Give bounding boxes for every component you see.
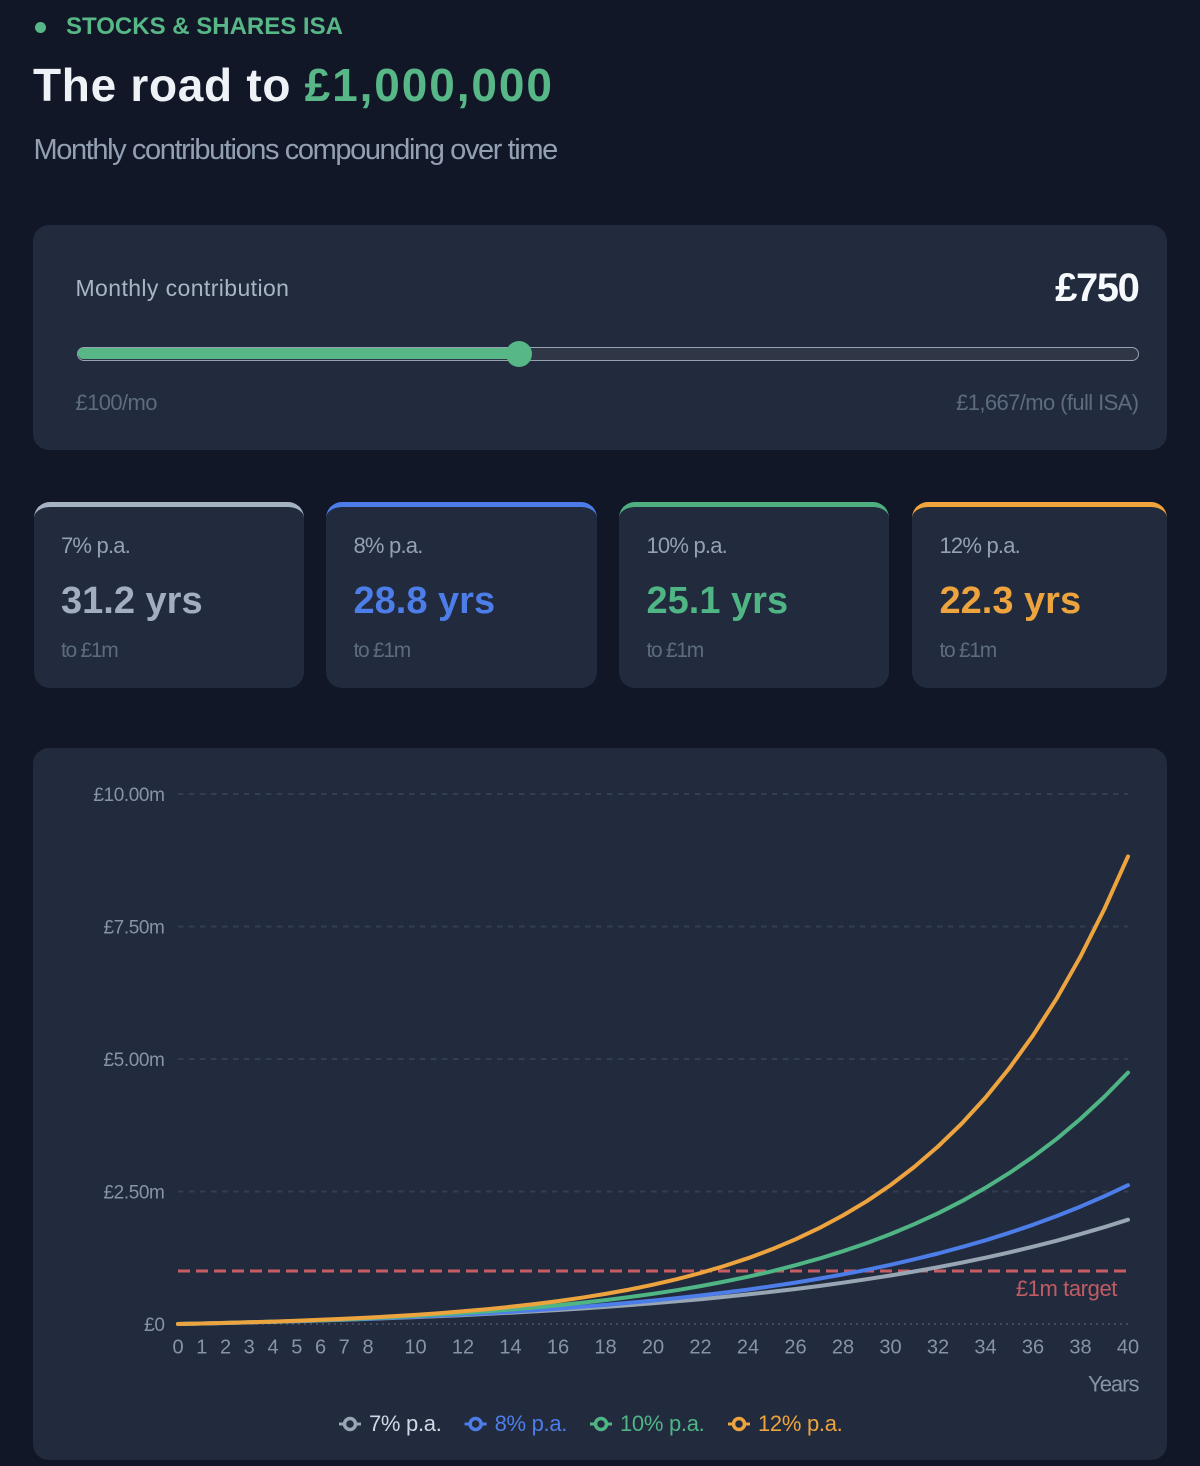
svg-text:18: 18 xyxy=(594,1337,616,1359)
svg-text:12% p.a.: 12% p.a. xyxy=(758,1411,842,1436)
svg-text:34: 34 xyxy=(974,1337,996,1359)
svg-text:6: 6 xyxy=(315,1337,326,1359)
svg-text:24: 24 xyxy=(737,1337,759,1359)
svg-text:32: 32 xyxy=(927,1337,949,1359)
svg-text:30: 30 xyxy=(879,1337,901,1359)
svg-text:26: 26 xyxy=(784,1337,806,1359)
svg-text:2: 2 xyxy=(220,1337,231,1359)
svg-text:36: 36 xyxy=(1022,1337,1044,1359)
svg-text:£2.50m: £2.50m xyxy=(104,1183,165,1204)
svg-text:0: 0 xyxy=(172,1337,183,1359)
svg-text:Years: Years xyxy=(1088,1372,1139,1397)
svg-text:14: 14 xyxy=(499,1337,521,1359)
svg-text:8% p.a.: 8% p.a. xyxy=(495,1411,568,1436)
svg-text:10% p.a.: 10% p.a. xyxy=(620,1411,704,1436)
svg-text:10: 10 xyxy=(404,1337,426,1359)
svg-text:7% p.a.: 7% p.a. xyxy=(369,1411,442,1436)
svg-text:1: 1 xyxy=(196,1337,207,1359)
svg-text:7: 7 xyxy=(339,1337,350,1359)
svg-text:£1m target: £1m target xyxy=(1016,1276,1117,1301)
svg-text:£0: £0 xyxy=(144,1315,164,1336)
svg-text:12: 12 xyxy=(452,1337,474,1359)
svg-text:38: 38 xyxy=(1069,1337,1091,1359)
svg-text:28: 28 xyxy=(832,1337,854,1359)
svg-text:3: 3 xyxy=(244,1337,255,1359)
svg-text:5: 5 xyxy=(291,1337,302,1359)
svg-text:8: 8 xyxy=(362,1337,373,1359)
svg-text:22: 22 xyxy=(689,1337,711,1359)
svg-text:16: 16 xyxy=(547,1337,569,1359)
svg-text:£5.00m: £5.00m xyxy=(104,1050,165,1071)
svg-text:20: 20 xyxy=(642,1337,664,1359)
svg-text:4: 4 xyxy=(267,1337,278,1359)
svg-text:40: 40 xyxy=(1117,1337,1139,1359)
svg-text:£7.50m: £7.50m xyxy=(104,918,165,939)
svg-text:£10.00m: £10.00m xyxy=(93,785,164,806)
